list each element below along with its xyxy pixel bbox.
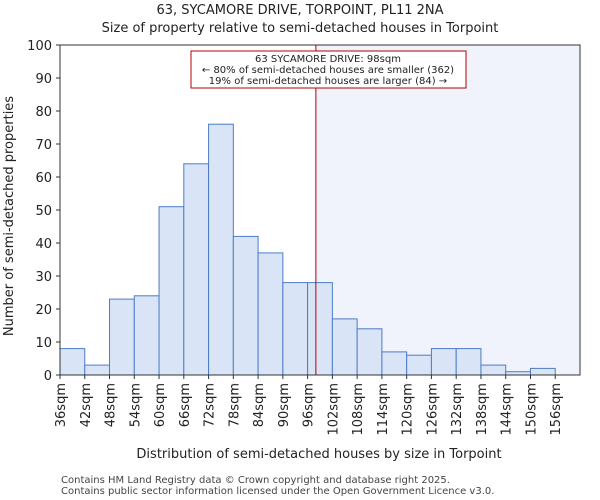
bar-138sqm — [480, 364, 507, 376]
annotation-line2: ← 80% of semi-detached houses are smalle… — [202, 65, 454, 76]
x-tick-label-90sqm: 90sqm — [277, 383, 292, 427]
highlight-region — [315, 45, 580, 375]
x-tick-label-84sqm: 84sqm — [252, 383, 267, 427]
bar-78sqm — [232, 235, 259, 376]
x-tick-label-108sqm: 108sqm — [351, 383, 366, 436]
y-tick-label-70: 70 — [35, 138, 52, 153]
bar-120sqm — [406, 354, 432, 376]
y-tick-label-100: 100 — [27, 39, 52, 54]
bar-114sqm — [381, 351, 408, 376]
y-axis-label: Number of semi-detached properties — [2, 96, 17, 336]
bar-96sqm — [307, 282, 333, 376]
bar-102sqm — [331, 318, 358, 376]
bars-layer — [59, 123, 556, 376]
annotation-line1: 63 SYCAMORE DRIVE: 98sqm — [255, 54, 401, 65]
x-tick-label-96sqm: 96sqm — [302, 383, 317, 427]
x-tick-label-60sqm: 60sqm — [153, 383, 168, 427]
x-tick-label-156sqm: 156sqm — [549, 383, 564, 436]
annotation-line3: 19% of semi-detached houses are larger (… — [209, 76, 447, 87]
x-tick-label-102sqm: 102sqm — [326, 383, 341, 436]
y-tick-label-90: 90 — [35, 72, 52, 87]
bar-48sqm — [109, 298, 135, 376]
x-tick-label-36sqm: 36sqm — [54, 383, 69, 427]
footer-line2: Contains public sector information licen… — [61, 486, 494, 497]
bar-54sqm — [133, 295, 160, 376]
y-tick-label-0: 0 — [44, 369, 52, 384]
x-tick-label-54sqm: 54sqm — [128, 383, 143, 427]
bar-72sqm — [208, 123, 234, 376]
background-layer — [315, 45, 580, 375]
annotation-box: 63 SYCAMORE DRIVE: 98sqm ← 80% of semi-d… — [190, 50, 467, 89]
bar-36sqm — [59, 348, 86, 376]
bar-42sqm — [84, 364, 111, 376]
annotation-frame — [190, 50, 467, 89]
x-tick-label-42sqm: 42sqm — [79, 383, 94, 427]
axes-layer: 0 10 20 30 40 50 60 70 80 90 100 36sqm 42sqm 48sqm 54s… — [27, 39, 581, 436]
bar-126sqm — [430, 348, 457, 376]
x-tick-label-114sqm: 114sqm — [376, 383, 391, 436]
x-tick-label-132sqm: 132sqm — [450, 383, 465, 436]
y-tick-label-60: 60 — [35, 171, 52, 186]
chart-title-line2: Size of property relative to semi-detach… — [102, 21, 499, 36]
bar-132sqm — [455, 348, 482, 376]
x-tick-label-78sqm: 78sqm — [227, 383, 242, 427]
footer-line1: Contains HM Land Registry data © Crown c… — [61, 475, 450, 486]
x-axis-label: Distribution of semi-detached houses by … — [136, 447, 501, 462]
x-tick-label-138sqm: 138sqm — [475, 383, 490, 436]
y-tick-label-80: 80 — [35, 105, 52, 120]
y-tick-label-30: 30 — [35, 270, 52, 285]
chart-title-line1: 63, SYCAMORE DRIVE, TORPOINT, PL11 2NA — [156, 3, 443, 18]
y-tick-label-50: 50 — [35, 204, 52, 219]
y-tick-label-20: 20 — [35, 303, 52, 318]
x-tick-label-72sqm: 72sqm — [203, 383, 218, 427]
bar-150sqm — [529, 367, 556, 376]
y-tick-label-40: 40 — [35, 237, 52, 252]
bar-66sqm — [183, 163, 210, 376]
x-tick-label-150sqm: 150sqm — [524, 383, 539, 436]
x-tick-label-126sqm: 126sqm — [425, 383, 440, 436]
x-tick-label-66sqm: 66sqm — [178, 383, 193, 427]
x-tick-label-48sqm: 48sqm — [104, 383, 119, 427]
y-tick-label-10: 10 — [35, 336, 52, 351]
x-tick-label-120sqm: 120sqm — [401, 383, 416, 436]
bar-84sqm — [257, 252, 284, 376]
bar-90sqm — [282, 282, 309, 376]
bar-60sqm — [158, 206, 185, 376]
x-tick-label-144sqm: 144sqm — [500, 383, 515, 436]
bar-108sqm — [356, 328, 383, 376]
